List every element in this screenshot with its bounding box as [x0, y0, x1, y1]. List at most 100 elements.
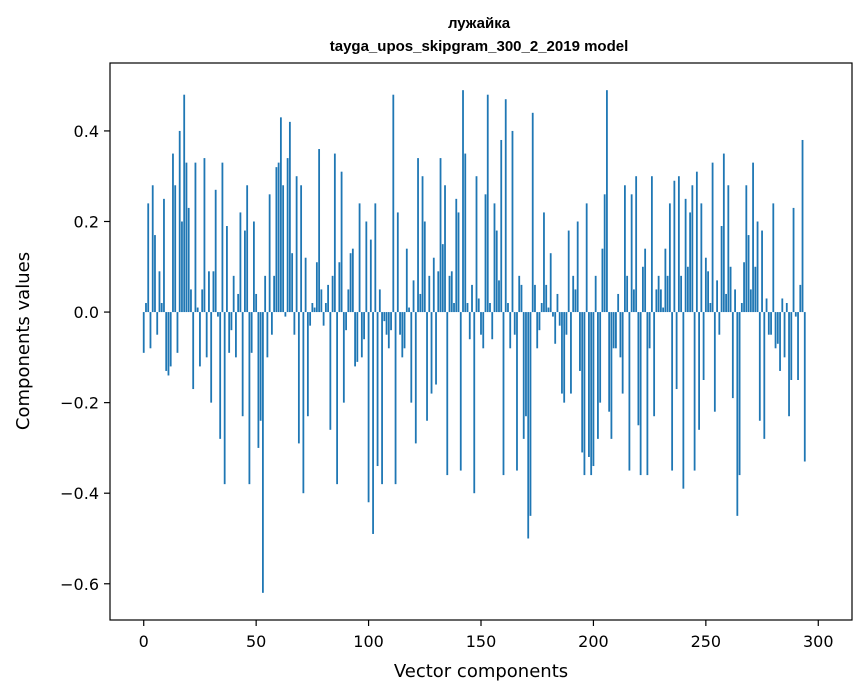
bar [313, 307, 316, 313]
y-tick-label: 0.4 [74, 122, 99, 141]
bar [475, 176, 478, 313]
bar [606, 90, 608, 313]
bar [255, 293, 258, 313]
bar [738, 312, 741, 476]
bar [585, 203, 588, 313]
bar [219, 312, 222, 439]
bar [803, 312, 806, 462]
bar [221, 162, 224, 313]
bar [374, 203, 377, 313]
bar [695, 171, 698, 313]
bar [201, 289, 204, 313]
bar [154, 235, 156, 313]
y-axis-label: Components values [13, 252, 34, 430]
bar [262, 312, 264, 593]
bar [770, 312, 772, 335]
bar [684, 198, 687, 313]
bar [372, 312, 374, 534]
bar [763, 312, 766, 439]
bars-group [142, 90, 806, 593]
bar [363, 312, 365, 340]
bar [747, 235, 750, 313]
bar [756, 221, 759, 313]
bar [331, 275, 334, 313]
bar [529, 312, 532, 516]
bar [277, 162, 280, 313]
bar [538, 312, 541, 331]
bar [192, 312, 195, 390]
bar [297, 312, 300, 444]
y-tick-label: 0.0 [74, 303, 99, 322]
bar [165, 312, 168, 371]
bar [522, 312, 525, 439]
bar [597, 312, 599, 439]
bar [347, 289, 350, 313]
bar [682, 312, 685, 489]
bar [743, 262, 745, 313]
bar [419, 293, 422, 313]
bar [498, 280, 500, 313]
bar [196, 307, 199, 313]
bar [655, 289, 658, 313]
bar [700, 203, 703, 313]
x-tick-label: 100 [353, 632, 384, 651]
bar [318, 149, 321, 313]
bar [239, 212, 242, 313]
bar [525, 312, 527, 417]
bar [594, 275, 597, 313]
bar [208, 271, 210, 313]
bar [563, 312, 566, 403]
bar [507, 303, 509, 313]
bar [156, 312, 159, 335]
bar [358, 203, 361, 313]
bar [378, 289, 381, 313]
bar [217, 312, 219, 317]
bar [792, 207, 795, 313]
bar [511, 130, 514, 313]
bar [342, 312, 345, 403]
bar [194, 162, 197, 313]
bar [223, 312, 226, 485]
bar [486, 94, 489, 313]
bar [237, 293, 240, 313]
bar [248, 312, 251, 485]
bar [561, 312, 563, 394]
bar [641, 266, 644, 313]
bar [266, 312, 269, 358]
bar [686, 266, 689, 313]
bar [731, 312, 734, 399]
bar [329, 312, 332, 430]
bar [581, 312, 584, 453]
bar [426, 312, 428, 421]
bar [210, 312, 213, 403]
bar [257, 312, 260, 448]
bar [457, 212, 460, 313]
bar [657, 275, 660, 313]
x-tick-label: 300 [803, 632, 834, 651]
bar [662, 307, 665, 313]
bar [574, 289, 577, 313]
bar [646, 312, 649, 476]
bar [450, 271, 453, 313]
bar [273, 275, 276, 313]
bar [333, 153, 336, 313]
bar [466, 303, 469, 313]
bar [385, 312, 388, 335]
bar [500, 139, 503, 313]
bar [608, 312, 611, 412]
bar [212, 271, 215, 313]
bar [666, 275, 669, 313]
bar [205, 312, 208, 358]
bar [142, 312, 145, 353]
bar [306, 312, 309, 417]
bar [702, 312, 705, 380]
bar [349, 253, 352, 313]
bar [729, 266, 732, 313]
bar [253, 221, 255, 313]
bar [531, 112, 534, 313]
bar [288, 121, 291, 313]
plot-frame [109, 62, 853, 621]
bar [639, 312, 642, 476]
bar [572, 275, 575, 313]
bar [689, 212, 692, 313]
